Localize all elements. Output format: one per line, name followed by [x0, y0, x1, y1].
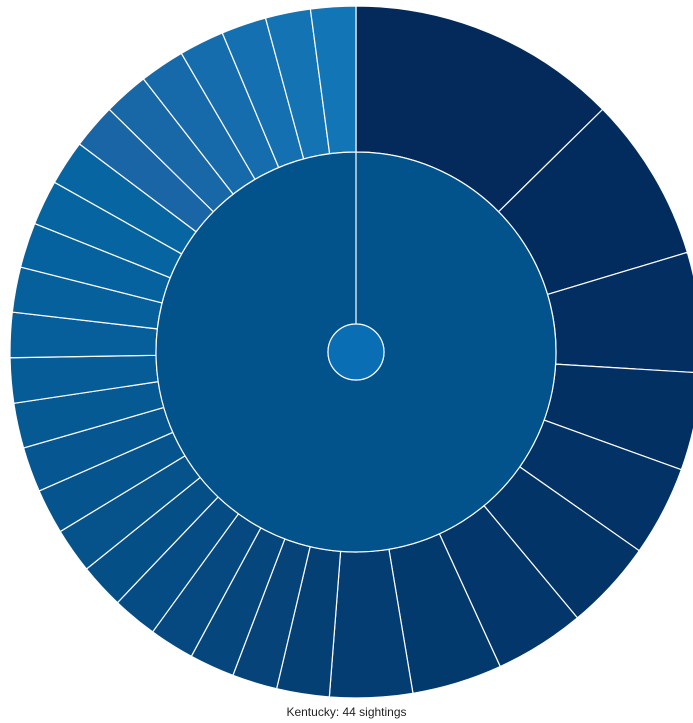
inner-segment[interactable]	[156, 152, 556, 552]
inner-ring	[156, 152, 556, 552]
root-circle[interactable]	[327, 323, 385, 381]
outer-ring	[9, 5, 693, 699]
hover-caption: Kentucky: 44 sightings	[286, 705, 407, 719]
sunburst-chart	[9, 5, 693, 699]
root-node	[327, 323, 385, 381]
